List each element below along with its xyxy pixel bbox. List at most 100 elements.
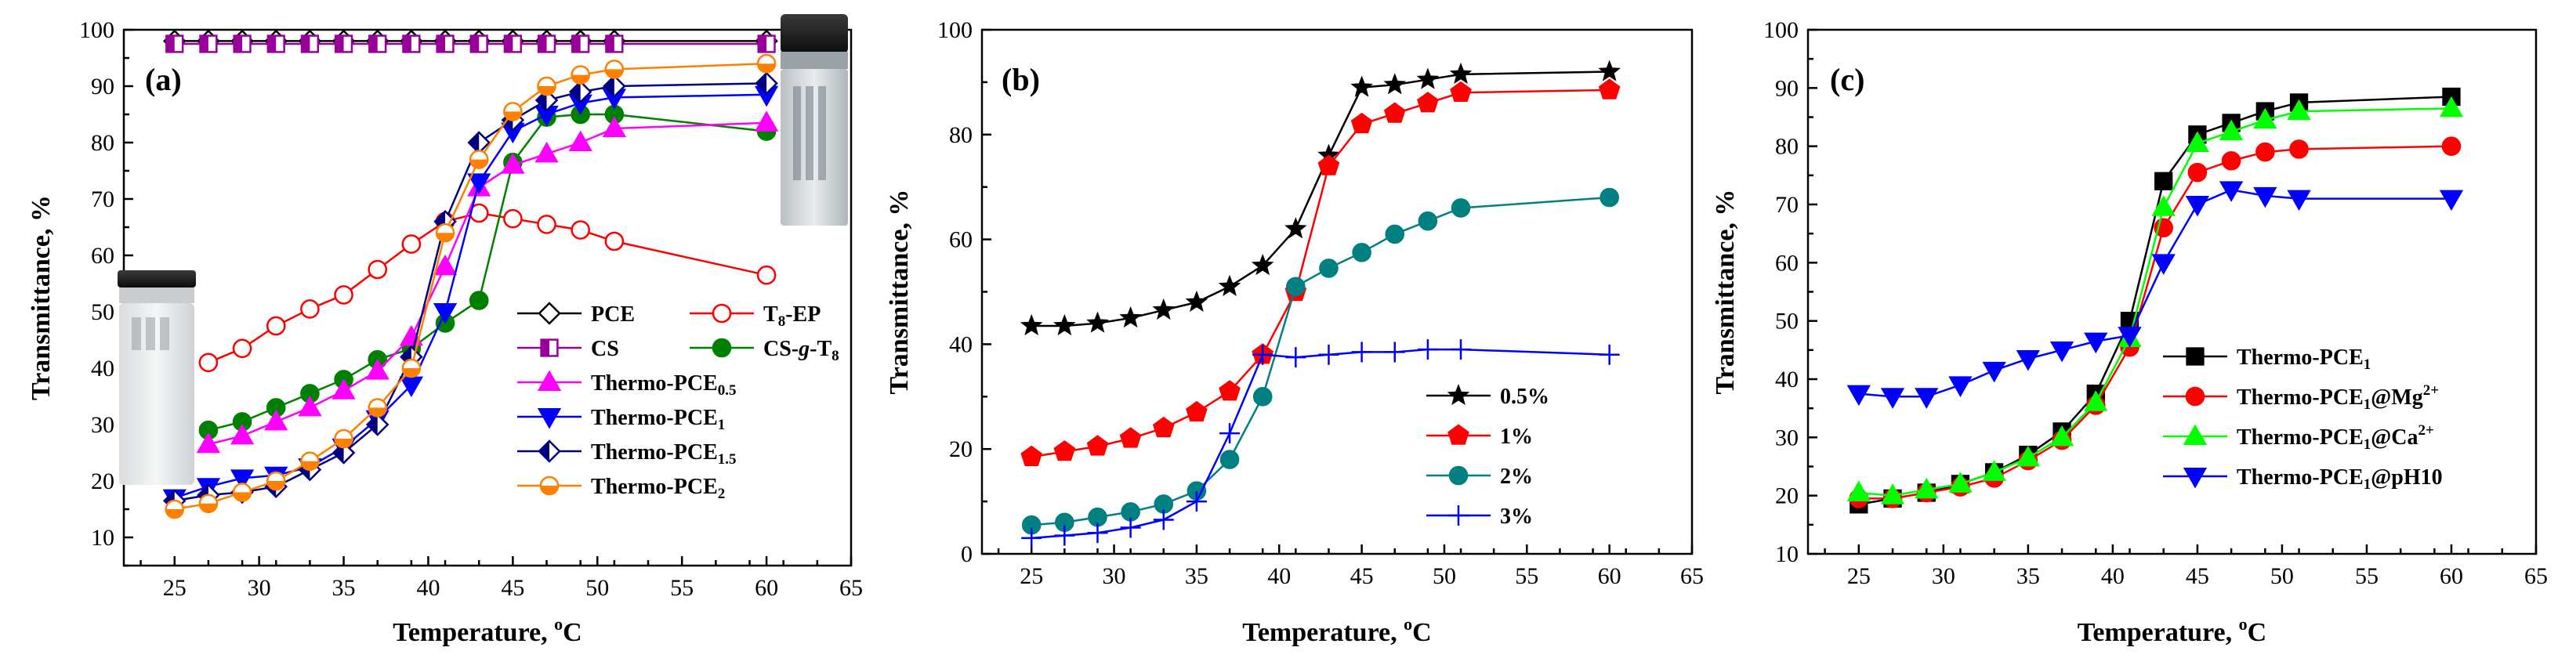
data-point xyxy=(1915,477,1939,499)
data-point xyxy=(2154,172,2173,190)
data-point xyxy=(755,71,778,96)
y-tick-label: 90 xyxy=(91,74,114,99)
x-tick-label: 55 xyxy=(670,575,694,601)
legend-label: 2% xyxy=(1500,465,1533,489)
legend-marker xyxy=(2183,468,2208,489)
data-point xyxy=(232,338,252,359)
legend-marker xyxy=(540,338,559,357)
data-point xyxy=(1350,75,1373,97)
y-tick-label: 80 xyxy=(91,130,114,156)
legend-marker xyxy=(537,370,562,391)
series-4 xyxy=(196,110,779,454)
data-point xyxy=(469,291,489,310)
y-tick-label: 10 xyxy=(1775,541,1799,567)
data-point xyxy=(1384,342,1405,363)
legend-item: Thermo-PCE1 xyxy=(2163,345,2371,373)
legend-item: Thermo-PCE1@Mg2+ xyxy=(2163,382,2439,413)
data-point xyxy=(1285,347,1306,368)
data-point xyxy=(1119,306,1142,328)
data-point xyxy=(1251,254,1274,276)
data-point xyxy=(1152,298,1176,320)
data-point xyxy=(756,265,777,285)
y-axis-label: Transmittance, % xyxy=(885,190,914,395)
legend-marker xyxy=(539,476,560,496)
data-point xyxy=(2185,131,2210,152)
legend-label: Thermo-PCE0.5 xyxy=(591,371,737,399)
series-2 xyxy=(1846,96,2464,504)
legend-label: 3% xyxy=(1500,504,1533,529)
data-point xyxy=(2439,96,2464,118)
data-point xyxy=(1087,523,1108,544)
legend: 0.5% 1% 2% 3% xyxy=(1426,383,1549,529)
data-point xyxy=(1153,509,1174,530)
y-tick-label: 60 xyxy=(91,243,114,269)
series-0 xyxy=(1020,60,1621,336)
data-point xyxy=(2084,332,2108,354)
vial-photo-clear xyxy=(781,14,848,226)
panel-c: 25 30 35 40 45 50 55 60 65 10 20 30 40 50 60 70 80 90 100 T… xyxy=(1711,17,2548,647)
data-point xyxy=(503,34,523,53)
data-point xyxy=(1284,217,1307,239)
legend: Thermo-PCE1 Thermo-PCE1@Mg2+ Thermo-PCE1@C… xyxy=(2163,345,2443,493)
legend-label: 0.5% xyxy=(1500,385,1549,409)
data-point xyxy=(2185,196,2210,217)
data-point xyxy=(266,471,286,491)
data-point xyxy=(1352,243,1371,262)
legend-label: Thermo-PCE1@pH10 xyxy=(2237,465,2443,493)
y-axis-label: Transmittance, % xyxy=(27,195,56,400)
data-point xyxy=(571,34,590,53)
legend-marker xyxy=(538,439,561,463)
x-tick-label: 60 xyxy=(1598,563,1621,589)
series-line xyxy=(208,212,767,363)
data-point xyxy=(1053,313,1076,336)
data-point xyxy=(266,34,285,53)
data-point xyxy=(2049,341,2074,363)
data-point xyxy=(1982,361,2006,383)
y-tick-label: 40 xyxy=(1775,367,1799,392)
data-point xyxy=(1383,102,1406,123)
y-tick-label: 50 xyxy=(1775,309,1799,334)
data-point xyxy=(401,234,422,254)
x-tick-label: 65 xyxy=(839,575,863,601)
data-point xyxy=(199,34,218,53)
data-point xyxy=(436,34,455,53)
x-tick-label: 40 xyxy=(2101,563,2125,589)
legend-item: CS-g-T8 xyxy=(690,337,839,364)
data-point xyxy=(1450,81,1472,103)
legend-item: 3% xyxy=(1426,504,1533,529)
y-tick-label: 40 xyxy=(949,331,973,357)
x-tick-label: 55 xyxy=(2355,563,2379,589)
data-point xyxy=(469,34,488,53)
data-point xyxy=(571,65,590,85)
data-point xyxy=(1218,274,1241,296)
data-point xyxy=(300,299,320,319)
data-point xyxy=(757,34,776,53)
data-point xyxy=(165,34,184,53)
data-point xyxy=(1416,67,1440,89)
panel-label: (a) xyxy=(145,62,182,97)
data-point xyxy=(435,222,455,243)
legend-marker xyxy=(538,302,561,325)
y-tick-label: 90 xyxy=(1775,75,1799,101)
data-point xyxy=(1219,450,1240,469)
data-point xyxy=(1600,187,1619,208)
data-point xyxy=(230,423,255,445)
x-tick-label: 40 xyxy=(416,575,440,601)
series-2 xyxy=(165,34,776,53)
y-tick-label: 40 xyxy=(91,356,114,382)
data-point xyxy=(571,220,590,240)
data-point xyxy=(604,231,625,251)
data-point xyxy=(1119,427,1142,448)
data-point xyxy=(266,316,286,336)
data-point xyxy=(2221,150,2241,171)
legend-marker xyxy=(1448,505,1469,526)
x-tick-label: 25 xyxy=(1847,563,1871,589)
data-point xyxy=(1219,380,1241,401)
data-point xyxy=(1451,198,1471,218)
data-point xyxy=(568,80,592,103)
data-point xyxy=(1451,339,1472,360)
panel-label: (c) xyxy=(1830,62,1864,97)
legend-marker xyxy=(1447,383,1470,406)
x-tick-label: 65 xyxy=(2524,563,2548,589)
